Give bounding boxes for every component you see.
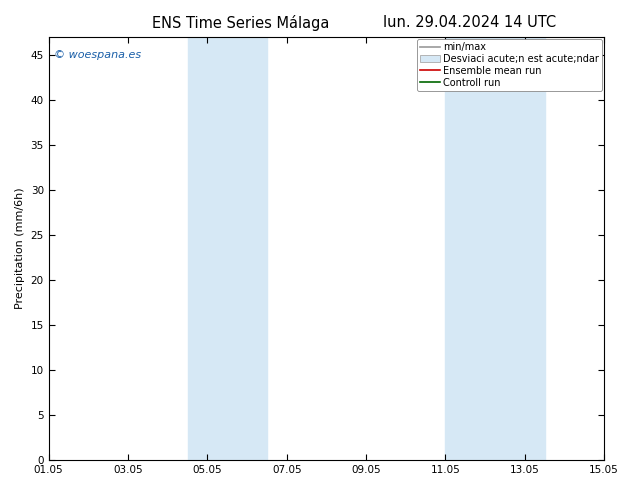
Text: ENS Time Series Málaga: ENS Time Series Málaga: [152, 15, 330, 31]
Legend: min/max, Desviaci acute;n est acute;ndar, Ensemble mean run, Controll run: min/max, Desviaci acute;n est acute;ndar…: [417, 39, 602, 91]
Bar: [446, 37, 545, 460]
Text: © woespana.es: © woespana.es: [55, 50, 141, 60]
Text: lun. 29.04.2024 14 UTC: lun. 29.04.2024 14 UTC: [382, 15, 556, 30]
Y-axis label: Precipitation (mm/6h): Precipitation (mm/6h): [15, 188, 25, 309]
Bar: [188, 37, 267, 460]
